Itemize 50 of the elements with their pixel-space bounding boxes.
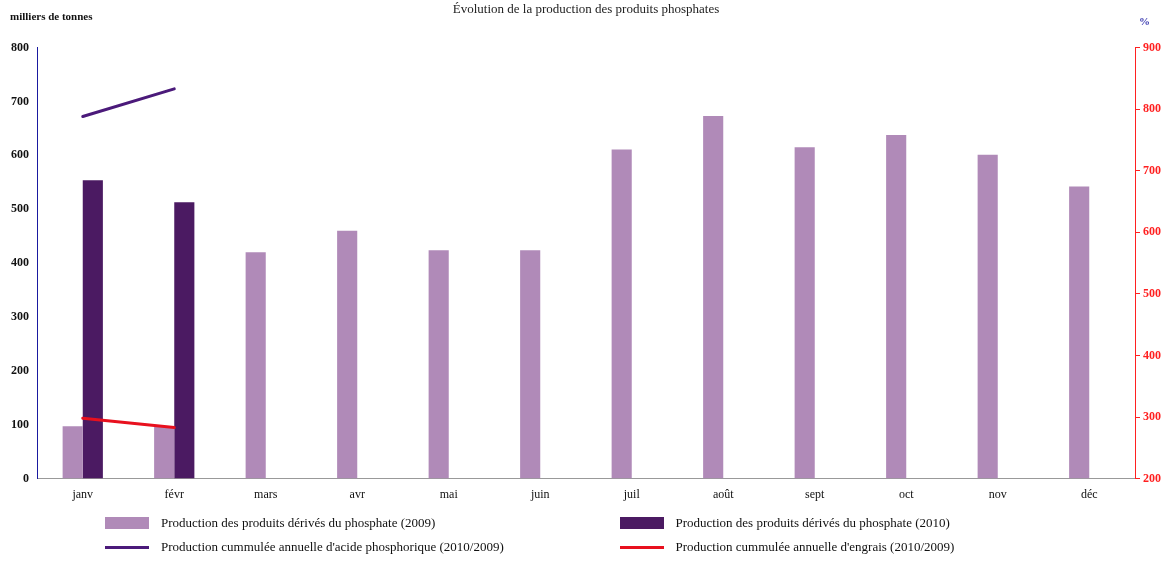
x-tick-label: oct	[898, 486, 915, 501]
bar	[82, 180, 103, 479]
bar	[428, 250, 449, 479]
y2-tick-label: 400	[1143, 347, 1161, 362]
x-tick-label: mars	[254, 486, 278, 501]
y-tick-label: 300	[11, 309, 29, 324]
y2-tick-label: 900	[1143, 39, 1161, 54]
y-tick-label: 400	[11, 255, 29, 270]
y-tick-label: 100	[11, 416, 29, 431]
y2-tick-label: 800	[1143, 101, 1161, 116]
x-tick-label: juin	[529, 486, 550, 501]
bar	[62, 426, 83, 479]
y2-tick-label: 500	[1143, 285, 1161, 300]
y2-tick-label: 200	[1143, 470, 1161, 485]
y2-axis-title: %	[1139, 15, 1150, 27]
legend-label: Production des produits dérivés du phosphate (2010)	[675, 515, 950, 531]
y2-tick-label: 700	[1143, 162, 1161, 177]
x-tick-label: déc	[1080, 486, 1098, 501]
y-tick-label: 800	[11, 39, 29, 54]
x-tick-label: sept	[805, 486, 826, 501]
bar	[1069, 186, 1090, 479]
y-tick-label: 600	[11, 147, 29, 162]
x-tick-label: janv	[71, 486, 94, 501]
y-tick-label: 200	[11, 362, 29, 377]
bar	[174, 202, 195, 479]
bar	[611, 149, 632, 479]
y2-tick-label: 300	[1143, 409, 1161, 424]
bar	[886, 134, 907, 479]
y-tick-label: 700	[11, 93, 29, 108]
y2-tick-label: 600	[1143, 224, 1161, 239]
x-tick-label: août	[712, 486, 735, 501]
chart-title: Évolution de la production des produits phosphates	[452, 1, 720, 17]
legend-label: Production cummulée annuelle d'acide phosphorique (2010/2009)	[161, 539, 504, 555]
bar	[337, 230, 358, 479]
y-tick-label: 500	[11, 201, 29, 216]
x-tick-label: nov	[988, 486, 1007, 501]
bar	[703, 116, 724, 479]
x-tick-label: juil	[622, 486, 641, 501]
legend-label: Production cummulée annuelle d'engrais (2010/2009)	[675, 539, 955, 555]
bar	[520, 250, 541, 479]
x-tick-label: avr	[349, 486, 365, 501]
y-axis-title: milliers de tonnes	[10, 10, 94, 22]
x-tick-label: févr	[164, 486, 184, 501]
legend-label: Production des produits dérivés du phosphate (2009)	[161, 515, 436, 531]
bar	[245, 252, 266, 479]
bar	[154, 426, 175, 479]
bar	[977, 154, 998, 479]
x-tick-label: mai	[439, 486, 459, 501]
y-tick-label: 0	[23, 470, 29, 485]
bar	[794, 147, 815, 479]
